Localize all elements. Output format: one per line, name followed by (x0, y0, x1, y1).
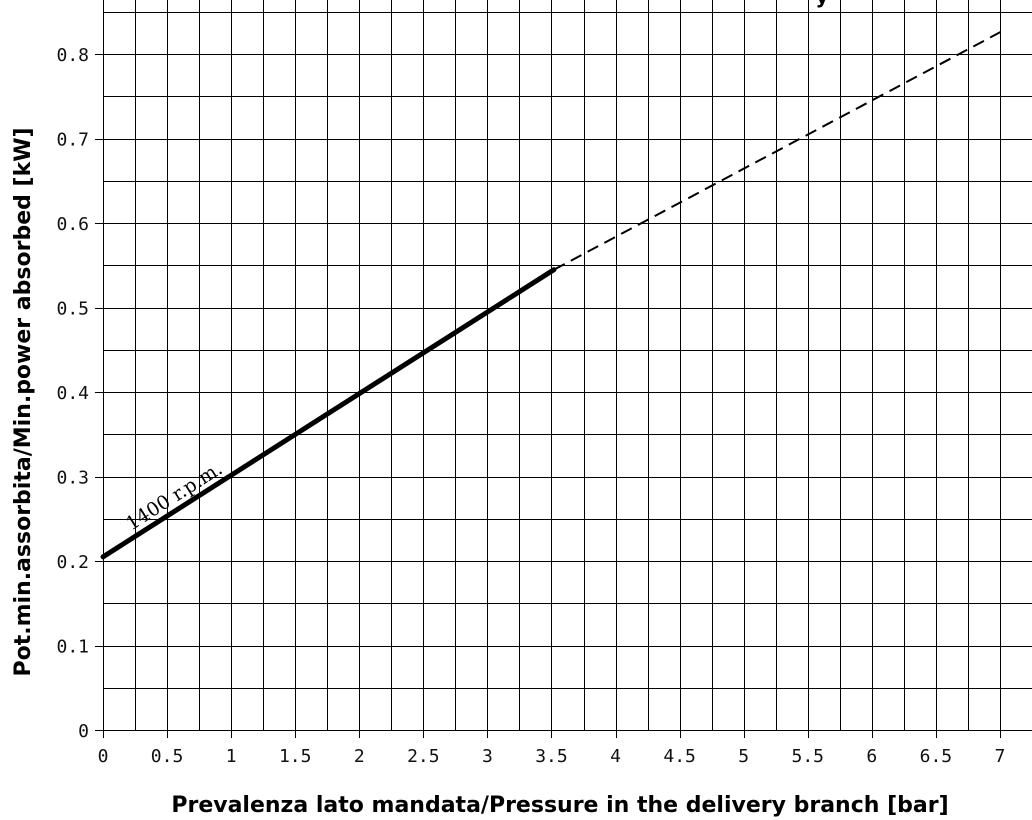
x-tick-labels: 0 0.5 1 1.5 2 2.5 3 3.5 4 4.5 5 5.5 6 6.5 7 (98, 746, 1006, 767)
y-tick-label: 0.1 (56, 637, 89, 658)
y-tick-label: 0.8 (56, 45, 89, 66)
x-tick-label: 4 (610, 746, 621, 767)
y-tick-label: 0.2 (56, 552, 89, 573)
y-tick-label: 0.6 (56, 214, 89, 235)
x-tick-label: 3 (482, 746, 493, 767)
y-axis-title: Pot.min.assorbita/Min.power absorbed [kW… (11, 127, 36, 676)
x-tick-label: 2.5 (407, 746, 440, 767)
x-tick-label: 7 (995, 746, 1006, 767)
x-tick-label: 6.5 (920, 746, 953, 767)
series-1400-rpm-solid-line (100, 267, 557, 560)
y-tick-label: 0.4 (56, 383, 89, 404)
x-tick-label: 5 (738, 746, 749, 767)
x-tick-label: 3.5 (535, 746, 568, 767)
top-partial-text: y (815, 0, 828, 8)
y-tick-label: 0.5 (56, 299, 89, 320)
y-tick-label: 0.7 (56, 130, 89, 151)
x-tick-label: 6 (866, 746, 877, 767)
x-tick-label: 1.5 (279, 746, 312, 767)
grid (95, 0, 1032, 738)
y-tick-label: 0 (78, 721, 89, 742)
x-tick-label: 2 (354, 746, 365, 767)
series-label: 1400 r.p.m. (122, 458, 226, 535)
x-tick-label: 0.5 (151, 746, 184, 767)
x-tick-label: 5.5 (792, 746, 825, 767)
x-tick-label: 0 (98, 746, 109, 767)
y-tick-label: 0.3 (56, 468, 89, 489)
series-1400-rpm-dashed-extension (553, 28, 1007, 271)
y-tick-labels: 0 0.1 0.2 0.3 0.4 0.5 0.6 0.7 0.8 (56, 45, 89, 742)
x-tick-label: 4.5 (663, 746, 696, 767)
x-tick-label: 1 (226, 746, 237, 767)
x-axis-title: Prevalenza lato mandata/Pressure in the … (171, 793, 948, 818)
